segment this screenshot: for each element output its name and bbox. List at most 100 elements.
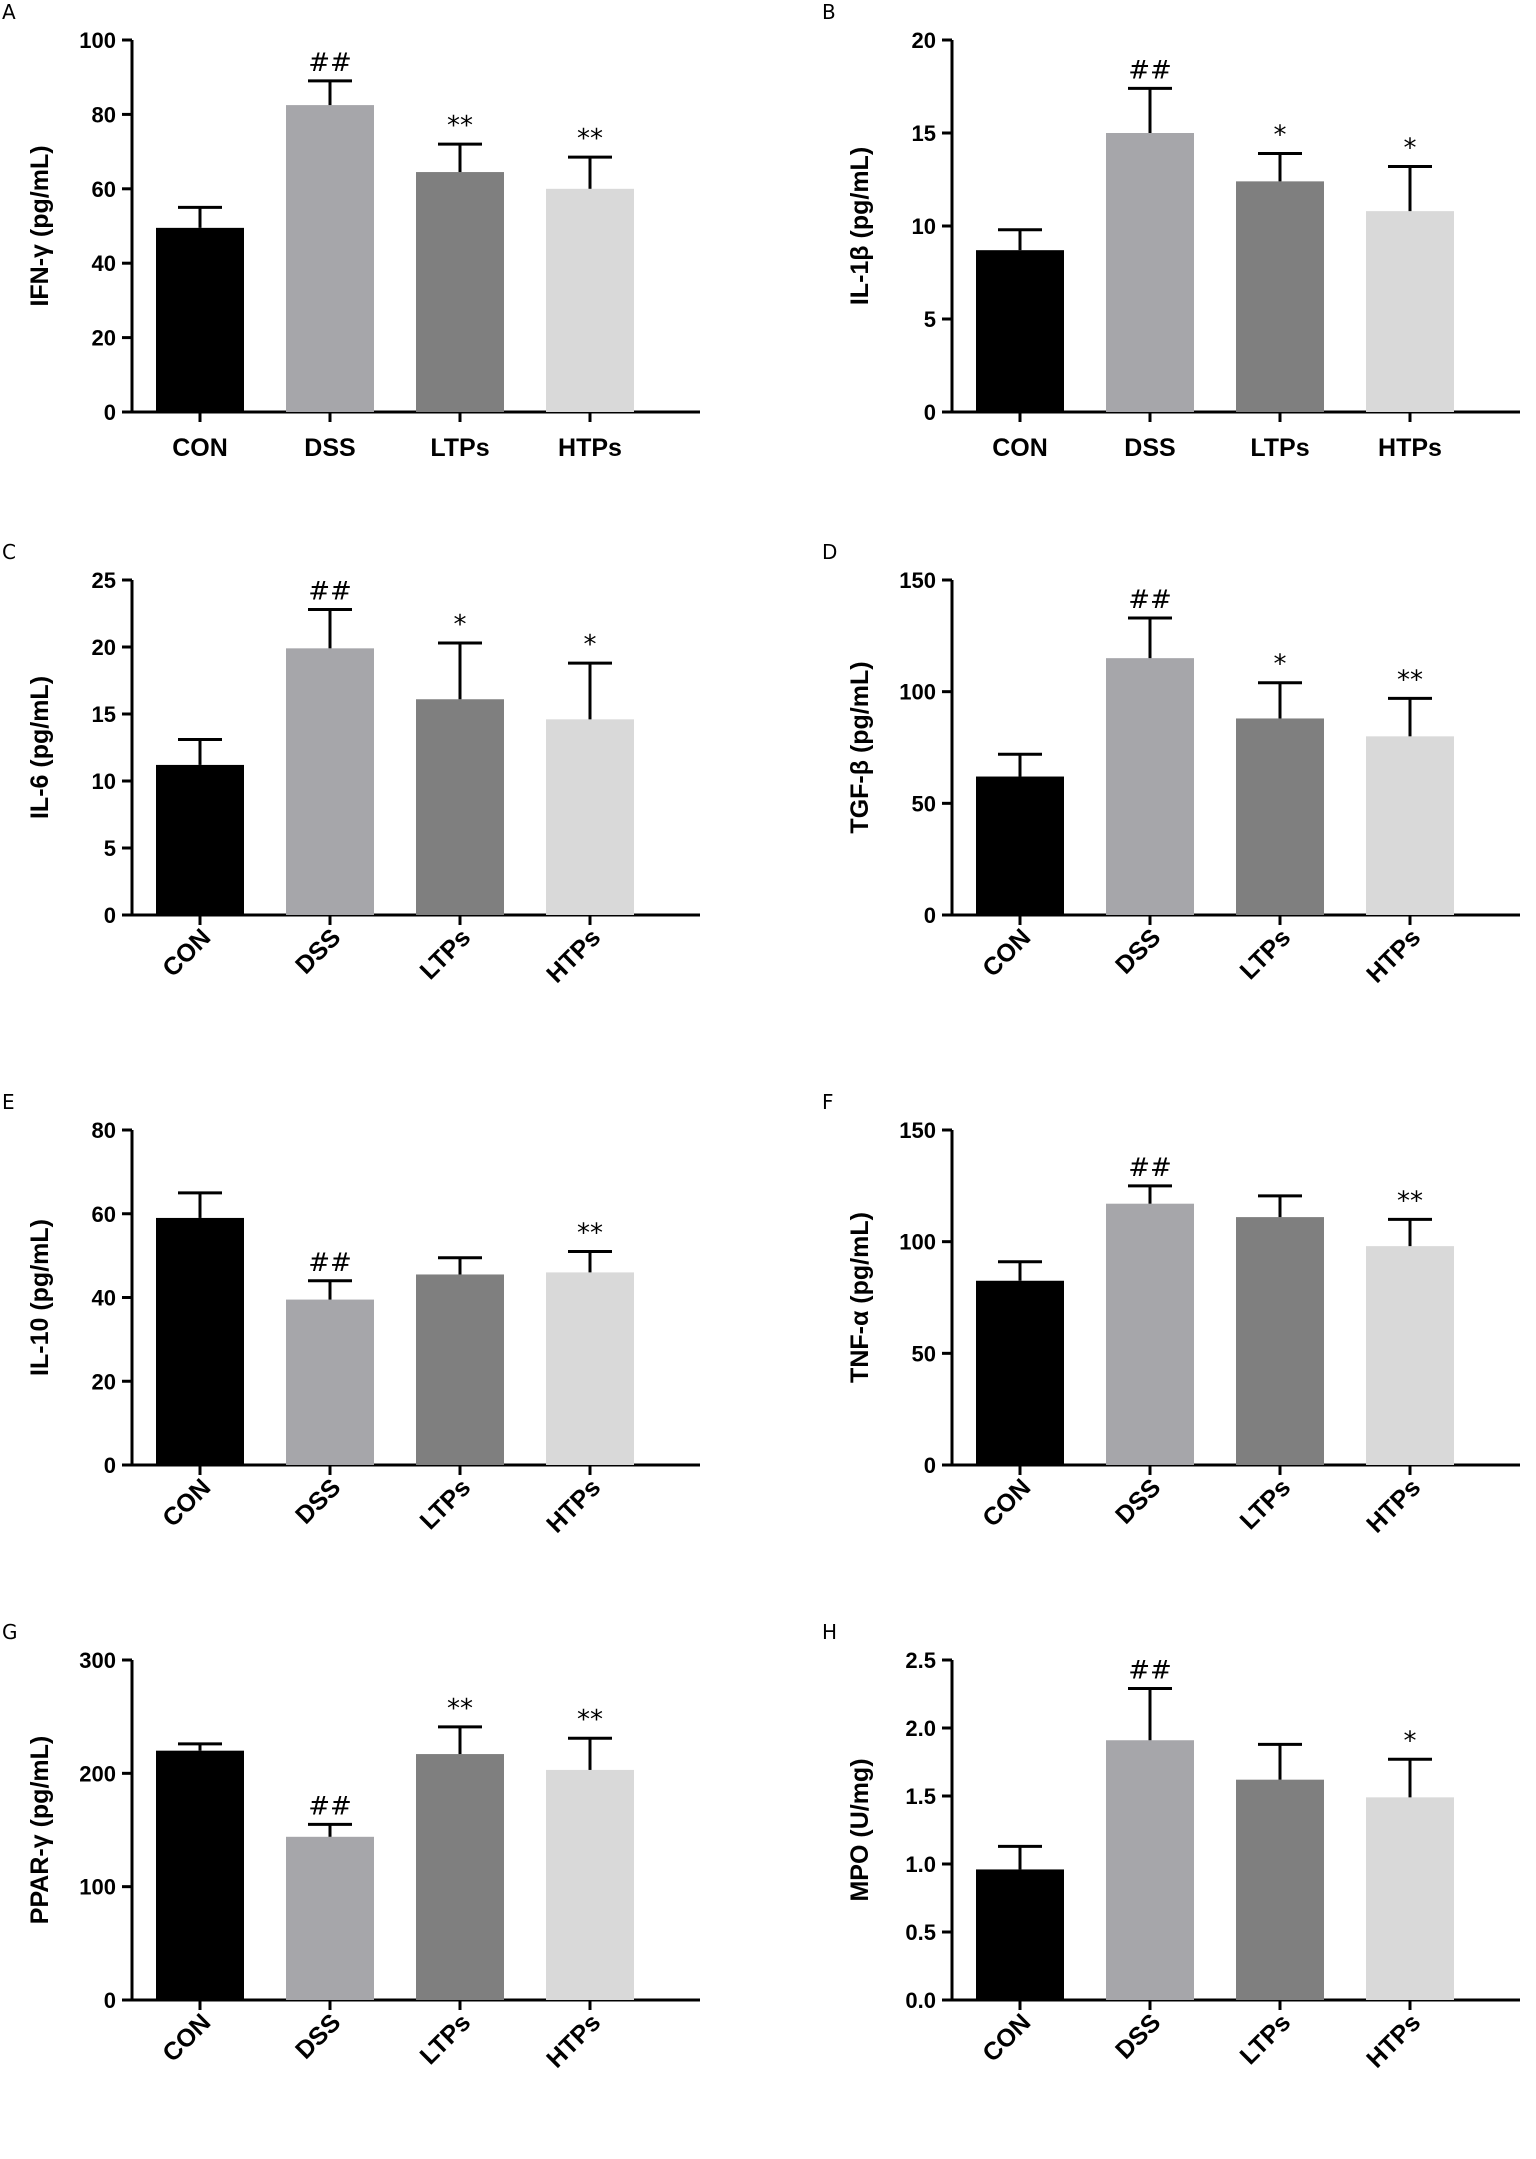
- x-category-label: HTPs: [1361, 2008, 1426, 2073]
- y-tick-label: 100: [899, 680, 936, 705]
- significance-marker: *: [1404, 133, 1417, 163]
- panel-letter: H: [822, 1620, 838, 1644]
- significance-marker: ##: [1128, 1656, 1172, 1686]
- bar-con: [156, 764, 244, 915]
- significance-marker: **: [1397, 1186, 1423, 1216]
- x-category-label: CON: [992, 434, 1048, 462]
- bar-dss: [286, 1836, 374, 2000]
- significance-marker: *: [1274, 650, 1287, 680]
- bar-ltps: [1236, 1217, 1324, 1465]
- y-tick-label: 2.5: [905, 1648, 936, 1673]
- bar-con: [156, 1217, 244, 1465]
- bar-htps: [546, 188, 634, 412]
- significance-marker: ##: [308, 48, 352, 78]
- bar-ltps: [416, 1274, 504, 1465]
- x-category-label: CON: [977, 1473, 1036, 1532]
- significance-marker: **: [447, 111, 473, 141]
- significance-marker: *: [584, 630, 597, 660]
- x-category-label: DSS: [290, 1473, 346, 1529]
- y-tick-label: 1.5: [905, 1784, 936, 1809]
- bar-chart-mpo: MPO (U/mg) 0.0 0.5 1.0 1.5 2.0 2.5 CON ## DSS LTPs…: [846, 1648, 1520, 2073]
- y-tick-label: 100: [79, 28, 116, 53]
- x-category-label: DSS: [290, 923, 346, 979]
- y-tick-label: 50: [912, 1341, 936, 1366]
- x-category-label: CON: [172, 434, 228, 462]
- y-tick-label: 1.0: [905, 1852, 936, 1877]
- y-tick-label: 20: [92, 1369, 116, 1394]
- significance-marker: ##: [308, 1248, 352, 1278]
- panel-f: F TNF-α (pg/mL) 0 50 100 150 CON ## DSS LTPs ** HT…: [820, 1090, 1536, 1629]
- y-tick-label: 40: [92, 1286, 116, 1311]
- x-category-label: CON: [977, 923, 1036, 982]
- y-tick-label: 80: [92, 1118, 116, 1143]
- x-category-label: CON: [157, 923, 216, 982]
- bar-chart-ifn-gamma: IFN-γ (pg/mL) 0 20 40 60 80 100 CON ## DSS ** LTPs *…: [26, 28, 700, 462]
- y-tick-label: 60: [92, 1202, 116, 1227]
- x-category-label: HTPs: [541, 2008, 606, 2073]
- y-tick-label: 200: [79, 1761, 116, 1786]
- bar-ltps: [1236, 718, 1324, 915]
- bar-dss: [286, 1299, 374, 1465]
- bar-con: [156, 227, 244, 412]
- y-tick-label: 100: [899, 1230, 936, 1255]
- x-category-label: LTPs: [1235, 1473, 1297, 1535]
- y-tick-label: 0.5: [905, 1920, 936, 1945]
- panel-b: B IL-1β (pg/mL) 0 5 10 15 20 CON ## DSS * LTPs * HTP…: [820, 0, 1536, 539]
- bar-htps: [1366, 736, 1454, 915]
- x-category-label: DSS: [1124, 434, 1175, 462]
- y-tick-label: 300: [79, 1648, 116, 1673]
- y-tick-label: 10: [912, 214, 936, 239]
- y-tick-label: 60: [92, 177, 116, 202]
- x-category-label: CON: [157, 2008, 216, 2067]
- y-axis-label: IL-6 (pg/mL): [26, 676, 54, 819]
- bar-htps: [1366, 211, 1454, 412]
- bar-ltps: [1236, 181, 1324, 412]
- y-axis-label: MPO (U/mg): [846, 1758, 874, 1901]
- significance-marker: *: [1404, 1726, 1417, 1756]
- bar-con: [976, 1280, 1064, 1465]
- bar-chart-tgf-beta: TGF-β (pg/mL) 0 50 100 150 CON ## DSS * LTPs ** HTP…: [846, 568, 1520, 988]
- x-category-label: DSS: [1110, 1473, 1166, 1529]
- panel-letter: E: [2, 1090, 15, 1114]
- y-tick-label: 5: [924, 307, 936, 332]
- bar-dss: [1106, 658, 1194, 915]
- y-tick-label: 20: [92, 326, 116, 351]
- y-axis-label: IFN-γ (pg/mL): [26, 145, 54, 306]
- bar-chart-il-10: IL-10 (pg/mL) 0 20 40 60 80 CON ## DSS LTPs ** HTPs: [26, 1118, 700, 1538]
- bar-chart-ppar-gamma: PPAR-γ (pg/mL) 0 100 200 300 CON ## DSS ** LTPs **…: [26, 1648, 700, 2073]
- panel-a: A IFN-γ (pg/mL) 0 20 40 60 80 100 CON ## DSS ** LTP…: [0, 0, 768, 539]
- x-category-label: DSS: [290, 2008, 346, 2064]
- y-axis-label: TNF-α (pg/mL): [846, 1212, 874, 1383]
- panel-e: E IL-10 (pg/mL) 0 20 40 60 80 CON ## DSS LTPs ** HT…: [0, 1090, 768, 1629]
- x-category-label: LTPs: [415, 1473, 477, 1535]
- bar-ltps: [416, 699, 504, 915]
- significance-marker: **: [1397, 665, 1423, 695]
- x-category-label: CON: [157, 1473, 216, 1532]
- bar-chart-il-6: IL-6 (pg/mL) 0 5 10 15 20 25 CON ## DSS * LTPs * HTPs: [26, 568, 700, 988]
- panel-d: D TGF-β (pg/mL) 0 50 100 150 CON ## DSS * LTPs ** H…: [820, 540, 1536, 1079]
- y-tick-label: 150: [899, 1118, 936, 1143]
- y-axis-label: TGF-β (pg/mL): [846, 661, 874, 833]
- panel-letter: B: [822, 0, 836, 24]
- bar-dss: [286, 648, 374, 915]
- significance-marker: **: [447, 1694, 473, 1724]
- significance-marker: ##: [1128, 55, 1172, 85]
- bar-dss: [286, 105, 374, 412]
- panel-letter: D: [822, 540, 838, 564]
- x-category-label: DSS: [304, 434, 355, 462]
- x-category-label: HTPs: [1361, 923, 1426, 988]
- y-tick-label: 0: [924, 1453, 936, 1478]
- bar-htps: [546, 1769, 634, 2000]
- x-category-label: HTPs: [541, 923, 606, 988]
- significance-marker: **: [577, 1705, 603, 1735]
- y-tick-label: 25: [92, 568, 116, 593]
- y-tick-label: 0.0: [905, 1988, 936, 2013]
- panel-h: H MPO (U/mg) 0.0 0.5 1.0 1.5 2.0 2.5 CON ## DSS LT…: [820, 1620, 1536, 2159]
- bar-con: [976, 1869, 1064, 2000]
- bar-ltps: [416, 172, 504, 412]
- y-tick-label: 0: [104, 903, 116, 928]
- significance-marker: ##: [1128, 1153, 1172, 1183]
- significance-marker: *: [1274, 120, 1287, 150]
- significance-marker: ##: [1128, 585, 1172, 615]
- y-tick-label: 5: [104, 836, 116, 861]
